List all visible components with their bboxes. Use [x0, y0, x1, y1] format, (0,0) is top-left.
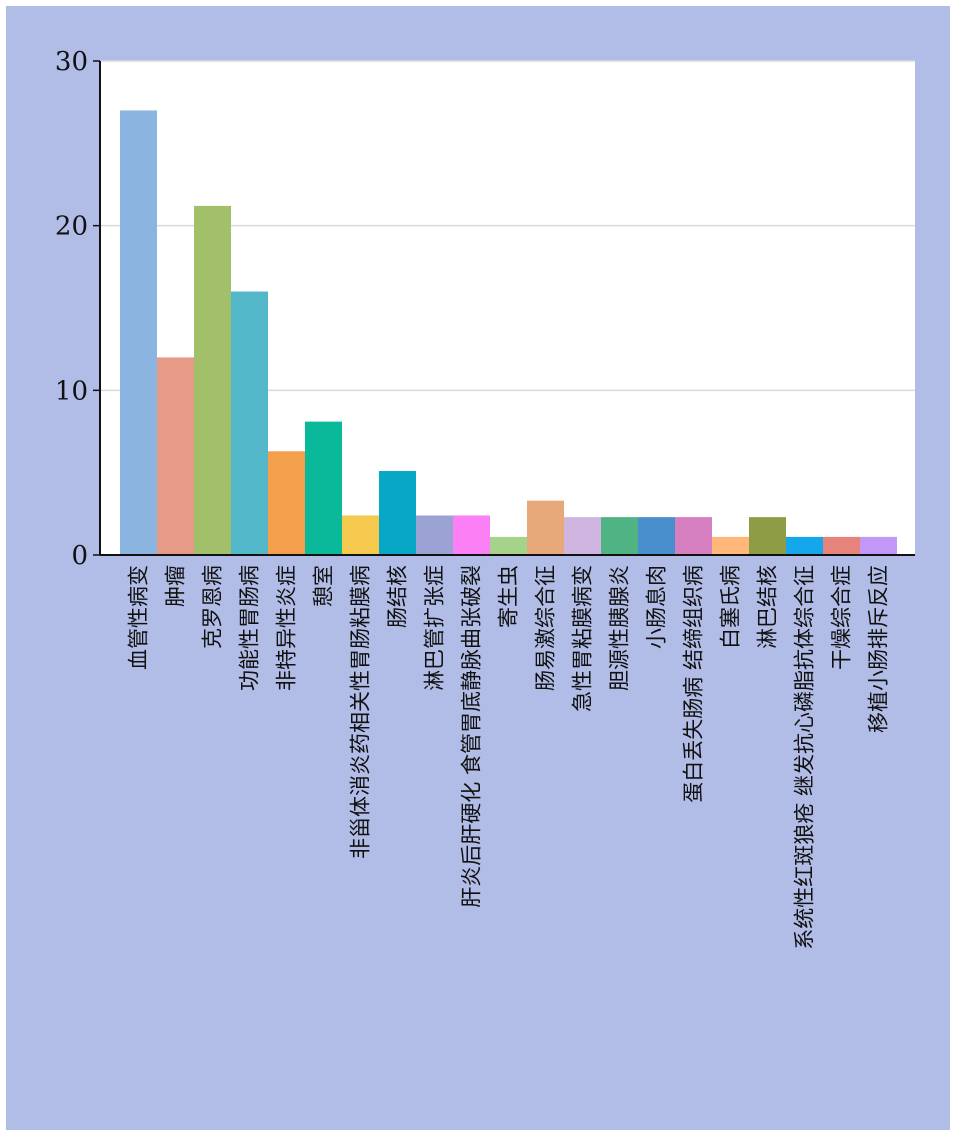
x-tick-label: 肠结核 — [386, 565, 410, 628]
bar — [564, 517, 601, 555]
x-tick-label: 非甾体消炎药相关性胃肠粘膜病 — [349, 565, 373, 859]
x-tick-label: 淋巴管扩张症 — [423, 565, 447, 691]
bar — [231, 291, 268, 555]
bar — [305, 421, 342, 555]
x-tick-label: 胆源性胰腺炎 — [608, 565, 632, 691]
bar — [638, 517, 675, 555]
y-tick-label: 10 — [55, 376, 88, 406]
bar — [675, 517, 712, 555]
x-tick-label: 肿瘤 — [164, 565, 188, 607]
x-tick-labels: 血管性病变 肿瘤 克罗恩病 功能性胃肠病 非特异性炎症 憩室 非甾体消炎药相关性胃肠粘膜病肠… — [127, 565, 891, 950]
bar — [823, 536, 860, 555]
bars — [120, 110, 897, 556]
x-tick-label: 急性胃粘膜病变 — [571, 565, 595, 712]
x-tick-label: 系统性红斑狼疮 继发抗心磷脂抗体综合征 — [793, 565, 817, 950]
bar-chart: 0 10 20 30 血管性病变 肿瘤 克罗恩病 功能性胃肠病 非特异性炎症 憩室 非甾体消炎药相… — [55, 47, 915, 950]
bar — [601, 517, 638, 555]
bar — [490, 536, 527, 555]
bar — [786, 536, 823, 555]
bar — [194, 205, 231, 555]
bar — [712, 536, 749, 555]
x-tick-label: 白塞氏病 — [719, 565, 743, 649]
y-tick-label: 20 — [55, 212, 88, 242]
x-tick-label: 移植小肠排斥反应 — [867, 565, 891, 733]
x-tick-label: 干燥综合症 — [830, 565, 854, 670]
x-tick-label: 寄生虫 — [497, 565, 521, 628]
x-tick-label: 肝炎后肝硬化 食管胃底静脉曲张破裂 — [460, 565, 484, 908]
bar — [416, 515, 453, 555]
y-tick-label: 0 — [71, 541, 88, 571]
bar — [453, 515, 490, 555]
axes — [99, 61, 915, 556]
x-tick-label: 小肠息肉 — [645, 565, 669, 649]
x-tick-label: 血管性病变 — [127, 565, 151, 670]
x-tick-label: 克罗恩病 — [201, 565, 225, 649]
bar — [749, 517, 786, 555]
bar — [120, 110, 157, 556]
x-tick-label: 肠易激综合征 — [534, 565, 558, 691]
x-tick-label: 憩室 — [312, 565, 336, 607]
bar — [527, 500, 564, 555]
x-tick-label: 非特异性炎症 — [275, 565, 299, 691]
bar — [268, 451, 305, 555]
x-tick-label: 淋巴结核 — [756, 565, 780, 649]
bar — [379, 471, 416, 555]
y-tick-labels: 0 10 20 30 — [55, 47, 100, 571]
bar — [860, 536, 897, 555]
x-tick-label: 功能性胃肠病 — [238, 565, 262, 691]
bar — [342, 515, 379, 555]
y-tick-label: 30 — [55, 47, 88, 77]
bar — [157, 357, 194, 555]
x-tick-label: 蛋白丢失肠病 结缔组织病 — [682, 565, 706, 803]
chart-frame: 0 10 20 30 血管性病变 肿瘤 克罗恩病 功能性胃肠病 非特异性炎症 憩室 非甾体消炎药相… — [6, 6, 950, 1130]
